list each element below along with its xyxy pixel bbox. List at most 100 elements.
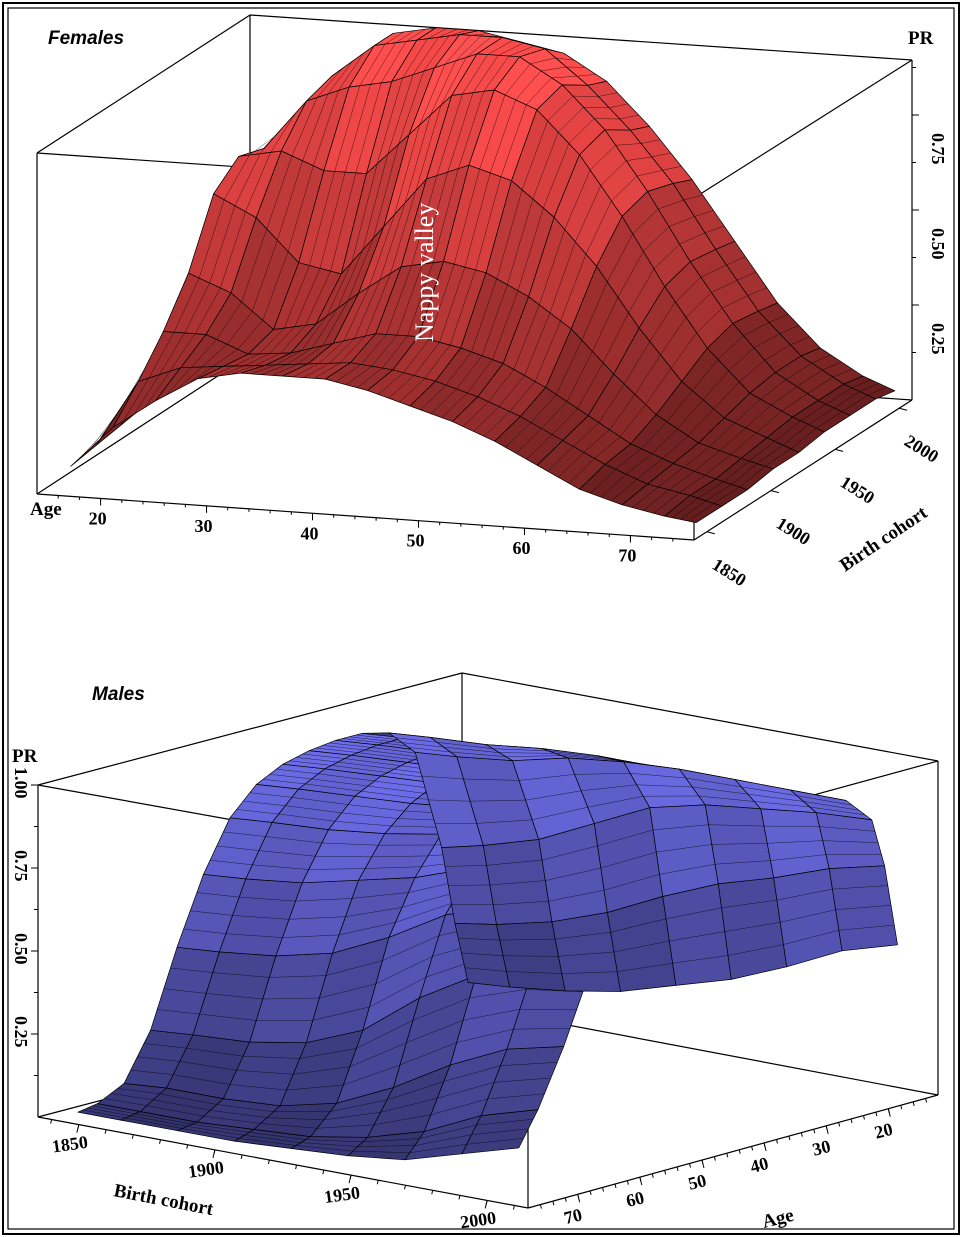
surface-mesh-line bbox=[169, 333, 196, 372]
surface-mesh-line bbox=[329, 338, 355, 364]
surface-mesh-line bbox=[352, 892, 409, 899]
surface-mesh-line bbox=[456, 355, 483, 390]
surface-mesh-line bbox=[617, 962, 673, 972]
surface-mesh-line bbox=[749, 441, 775, 462]
surface-mesh-line bbox=[469, 989, 527, 999]
surface-mesh-line bbox=[470, 799, 526, 802]
surface-mesh-line bbox=[548, 889, 605, 902]
surface-mesh-line bbox=[428, 799, 471, 802]
surface-mesh-line bbox=[658, 467, 684, 488]
surface-mesh-line bbox=[760, 379, 787, 400]
surface-mesh-line bbox=[602, 312, 629, 363]
surface-mesh-line bbox=[431, 388, 457, 414]
surface-mesh-line bbox=[487, 1093, 545, 1100]
surface-mesh-line bbox=[443, 1065, 501, 1082]
surface-mesh-line bbox=[713, 381, 740, 410]
age-tick-label: 30 bbox=[810, 1136, 832, 1160]
surface-mesh-line bbox=[558, 951, 614, 957]
surface-mesh-line bbox=[561, 971, 618, 974]
surface-mesh-line bbox=[220, 211, 246, 289]
surface-mesh-line bbox=[309, 171, 335, 266]
surface-mesh-line bbox=[745, 404, 772, 429]
surface-mesh-line bbox=[354, 280, 381, 339]
surface-mesh-line bbox=[210, 859, 253, 866]
surface-mesh-line bbox=[581, 281, 608, 341]
cohort-minor-tick bbox=[240, 1154, 243, 1160]
surface-mesh-line bbox=[700, 264, 727, 278]
surface-mesh-line bbox=[540, 66, 567, 72]
females-surface bbox=[70, 27, 896, 523]
surface-mesh-line bbox=[574, 773, 631, 775]
surface-mesh-line bbox=[186, 1047, 244, 1057]
surface-mesh-line bbox=[269, 326, 295, 354]
surface-mesh-line bbox=[594, 436, 621, 459]
surface-mesh-line bbox=[387, 74, 414, 155]
pr-tick-label: 1.00 bbox=[11, 767, 31, 799]
surface-mesh-line bbox=[289, 916, 346, 920]
surface-mesh-line bbox=[470, 33, 490, 36]
surface-mesh-line bbox=[555, 931, 611, 940]
surface-mesh-line bbox=[144, 370, 171, 408]
surface-mesh-line bbox=[525, 790, 582, 801]
surface-mesh-line bbox=[409, 1144, 467, 1153]
surface-mesh-line bbox=[463, 1009, 520, 1021]
surface-mesh-line bbox=[645, 367, 672, 405]
surface-mesh-line bbox=[81, 429, 107, 457]
surface-mesh-line bbox=[313, 90, 339, 166]
surface-mesh-line bbox=[462, 401, 489, 427]
surface-mesh-line bbox=[266, 155, 293, 230]
surface-mesh-line bbox=[216, 1104, 274, 1112]
surface-mesh-line bbox=[660, 317, 687, 355]
surface-mesh-line bbox=[291, 797, 349, 805]
surface-mesh-line bbox=[233, 353, 260, 367]
surface-mesh-line bbox=[513, 304, 540, 370]
surface-mesh-line bbox=[492, 290, 519, 360]
surface-mesh-line bbox=[835, 905, 892, 910]
surface-mesh-line bbox=[92, 1105, 136, 1114]
surface-mesh-line bbox=[293, 363, 319, 378]
surface-mesh-line bbox=[615, 448, 642, 470]
surface-mesh-line bbox=[439, 267, 466, 343]
surface-mesh-line bbox=[344, 84, 371, 173]
surface-mesh-line bbox=[448, 29, 468, 37]
surface-mesh-line bbox=[438, 28, 458, 38]
pr-tick-label: 0.50 bbox=[11, 933, 31, 965]
surface-mesh-line bbox=[558, 107, 584, 133]
surface-mesh-line bbox=[506, 971, 562, 974]
surface-mesh-line bbox=[403, 339, 430, 373]
surface-mesh-line bbox=[719, 427, 746, 451]
surface-mesh-line bbox=[427, 28, 447, 39]
surface-mesh-line bbox=[277, 160, 303, 241]
surface-mesh-line bbox=[503, 955, 559, 957]
surface-mesh-line bbox=[163, 988, 207, 994]
surface-mesh-line bbox=[355, 734, 398, 740]
surface-mesh-line bbox=[694, 210, 714, 217]
surface-mesh-line bbox=[809, 806, 866, 816]
surface-mesh-line bbox=[362, 154, 389, 251]
surface-mesh-line bbox=[373, 1114, 431, 1126]
surface-mesh-line bbox=[262, 997, 320, 1000]
surface-mesh-line bbox=[653, 243, 680, 270]
surface-mesh-line bbox=[493, 900, 549, 906]
surface-mesh-line bbox=[492, 748, 549, 752]
surface-mesh-line bbox=[770, 854, 827, 861]
surface-mesh-line bbox=[216, 845, 260, 851]
surface-mesh-line bbox=[838, 924, 895, 931]
age-tick-label: 30 bbox=[195, 516, 213, 536]
surface-mesh-line bbox=[375, 956, 433, 985]
surface-mesh-line bbox=[505, 422, 532, 448]
cohort-minor-tick bbox=[376, 1180, 379, 1185]
surface-mesh-line bbox=[349, 736, 391, 742]
surface-mesh-line bbox=[319, 172, 346, 269]
surface-mesh-line bbox=[356, 367, 383, 388]
surface-mesh-line bbox=[560, 254, 587, 322]
surface-mesh-line bbox=[329, 742, 372, 748]
surface-mesh-line bbox=[265, 836, 322, 844]
surface-mesh-line bbox=[234, 153, 261, 206]
surface-mesh-line bbox=[500, 1062, 558, 1066]
surface-mesh-line bbox=[260, 1123, 318, 1129]
surface-mesh-line bbox=[190, 910, 233, 916]
surface-mesh-line bbox=[464, 172, 491, 268]
surface-mesh-line bbox=[376, 78, 403, 164]
surface-mesh-line bbox=[808, 407, 835, 425]
